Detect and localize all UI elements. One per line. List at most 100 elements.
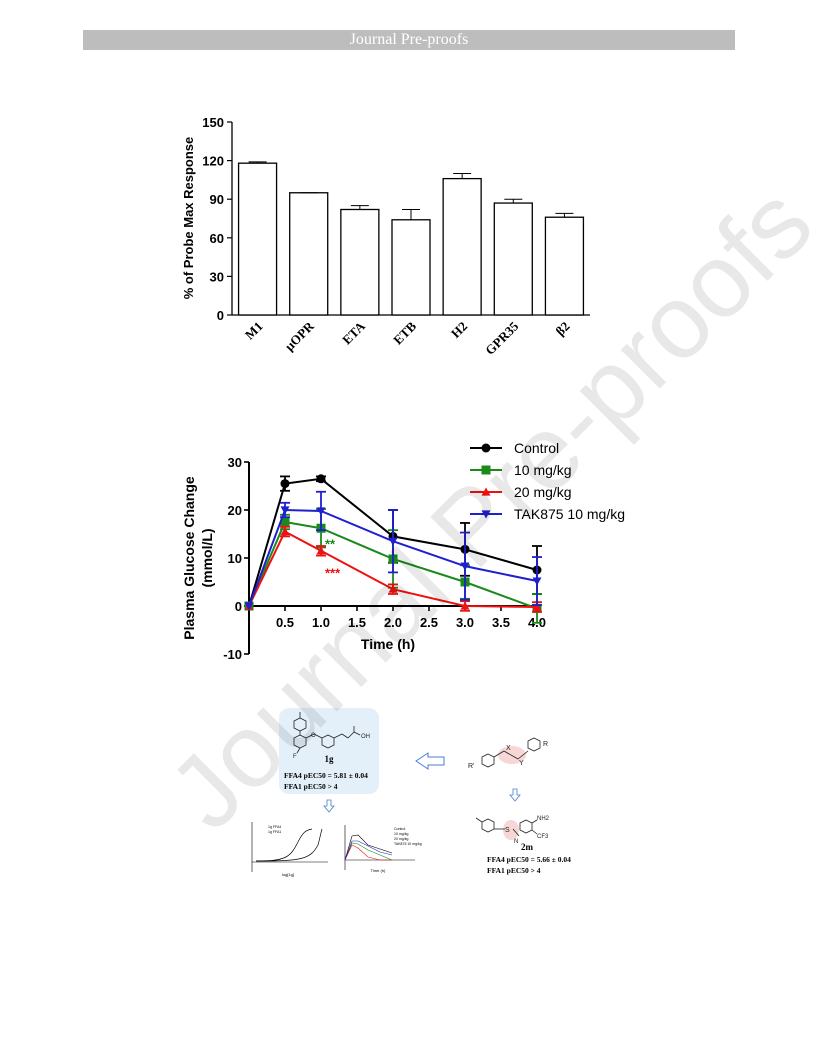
mini-dose-legend-1: 1g FFA4 — [268, 825, 281, 829]
legend-label: 10 mg/kg — [514, 462, 572, 478]
significance-annotation: *** — [325, 565, 341, 580]
significance-annotation: ** — [325, 537, 336, 552]
generic-r-prime: R' — [468, 763, 474, 770]
x-tick-label: 1.5 — [348, 615, 366, 630]
marker-triangle-down — [244, 602, 254, 611]
legend-label: 20 mg/kg — [514, 484, 572, 500]
mini-dose-legend-2: 1g FFA1 — [268, 830, 281, 834]
bar-3 — [391, 219, 431, 316]
compound-2m-s-label: S — [505, 827, 510, 834]
mini-dose-response-chart: 1g FFA4 1g FFA1 log[1g] — [251, 822, 328, 877]
legend-label: Control — [514, 440, 559, 456]
marker-triangle-down — [388, 537, 398, 546]
compound-2m-ffa1: FFA1 pEC50 > 4 — [487, 866, 541, 875]
mini-glucose-chart: Control 10 mg/kg 20 mg/kg TAK875 10 mg/k… — [344, 825, 422, 873]
journal-header-bar: Journal Pre-proofs — [83, 30, 735, 50]
marker-triangle-up — [532, 602, 542, 611]
generic-y: Y — [519, 760, 524, 767]
x-category-label: β2 — [552, 319, 572, 339]
bar-chart-probe-response: % of Probe Max Response 0 30 60 90 120 150 M1… — [181, 115, 590, 358]
series-line — [248, 530, 538, 608]
y-tick-label: 10 — [228, 551, 242, 566]
marker-triangle-down — [481, 510, 491, 519]
x-category-label: ETB — [390, 318, 419, 347]
compound-2m-ffa4: FFA4 pEC50 = 5.66 ± 0.04 — [487, 855, 571, 864]
bar-chart-y-label: % of Probe Max Response — [181, 137, 196, 300]
compound-1g-o-label: O — [311, 733, 316, 739]
x-tick-label: 3.5 — [492, 615, 510, 630]
marker-triangle-up — [280, 527, 290, 536]
generic-scaffold-structure — [481, 737, 541, 768]
glucose-x-label: Time (h) — [361, 636, 415, 652]
compound-2m-cf3: CF3 — [537, 834, 549, 840]
down-arrow-icon-right — [509, 788, 521, 802]
mini-glucose-legend-2: 10 mg/kg — [394, 832, 408, 836]
marker-square — [481, 465, 491, 475]
x-tick-label: 3.0 — [456, 615, 474, 630]
bar-2 — [340, 208, 380, 316]
marker-triangle-up — [316, 546, 326, 555]
compound-1g-ffa4: FFA4 pEC50 = 5.81 ± 0.04 — [284, 771, 368, 780]
series-2 — [244, 525, 542, 613]
sulfonamide-highlight — [503, 820, 519, 840]
x-category-label: ETA — [339, 318, 368, 347]
compound-2m-nh2: NH2 — [537, 816, 550, 822]
glucose-y-label-line1: Plasma Glucose Change — [181, 476, 197, 640]
generic-r: R — [543, 741, 548, 748]
y-tick-label: 30 — [210, 269, 224, 284]
left-arrow-icon — [415, 752, 445, 770]
generic-x: X — [506, 745, 511, 752]
glucose-line-chart: Plasma Glucose Change (mmol/L) Time (h) … — [181, 440, 625, 662]
mini-glucose-legend-3: 20 mg/kg — [394, 837, 408, 841]
y-tick-label: -10 — [223, 647, 242, 662]
y-tick-label: 20 — [228, 503, 242, 518]
y-tick-label: 60 — [210, 231, 224, 246]
mini-dose-x-label: log[1g] — [282, 872, 294, 877]
compound-2m-n-label: N — [514, 839, 518, 845]
x-category-label: GPR35 — [482, 318, 522, 358]
compound-1g-f-label: F — [293, 754, 297, 760]
x-category-label: H2 — [448, 319, 470, 341]
series-line — [248, 477, 538, 607]
marker-triangle-up — [481, 487, 491, 496]
x-tick-label: 1.0 — [312, 615, 330, 630]
marker-circle — [316, 474, 326, 484]
y-tick-label: 0 — [235, 599, 242, 614]
bar-0 — [237, 162, 278, 316]
bar-6 — [544, 216, 585, 316]
x-tick-label: 0.5 — [276, 615, 294, 630]
x-category-label: μOPR — [282, 318, 318, 354]
marker-triangle-down — [460, 562, 470, 571]
marker-triangle-down — [532, 577, 542, 586]
x-tick-label: 2.5 — [420, 615, 438, 630]
marker-circle — [280, 479, 290, 489]
marker-triangle-down — [316, 507, 326, 516]
y-tick-label: 0 — [217, 308, 224, 323]
down-arrow-icon-left — [323, 799, 335, 813]
marker-circle — [481, 443, 491, 453]
legend-label: TAK875 10 mg/kg — [514, 506, 625, 522]
bar-1 — [289, 192, 329, 316]
y-tick-label: 120 — [202, 154, 224, 169]
series-line — [248, 508, 538, 607]
mini-glucose-legend-1: Control — [394, 827, 406, 831]
graphical-abstract: O OH F 1g FFA4 pEC50 = 5.81 ± 0.04 FFA1 … — [251, 708, 571, 877]
series-line — [248, 520, 538, 610]
mini-glucose-x-label: Time (h) — [371, 868, 386, 873]
marker-square — [280, 517, 290, 527]
marker-triangle-up — [388, 584, 398, 593]
journal-header-title: Journal Pre-proofs — [349, 31, 469, 48]
compound-1g-ffa1: FFA1 pEC50 > 4 — [284, 782, 338, 791]
compound-2m-structure — [475, 817, 538, 837]
y-tick-label: 30 — [228, 455, 242, 470]
x-category-label: M1 — [242, 319, 266, 343]
bar-4 — [442, 177, 482, 316]
compound-1g-label: 1g — [325, 754, 335, 764]
compound-1g-structure — [293, 712, 361, 754]
linker-highlight — [498, 746, 526, 764]
compound-1g-oh-label: OH — [361, 734, 370, 740]
glucose-y-label-line2: (mmol/L) — [199, 528, 215, 587]
x-tick-label: 2.0 — [384, 615, 402, 630]
y-tick-label: 150 — [202, 115, 224, 130]
series-3 — [244, 490, 542, 611]
